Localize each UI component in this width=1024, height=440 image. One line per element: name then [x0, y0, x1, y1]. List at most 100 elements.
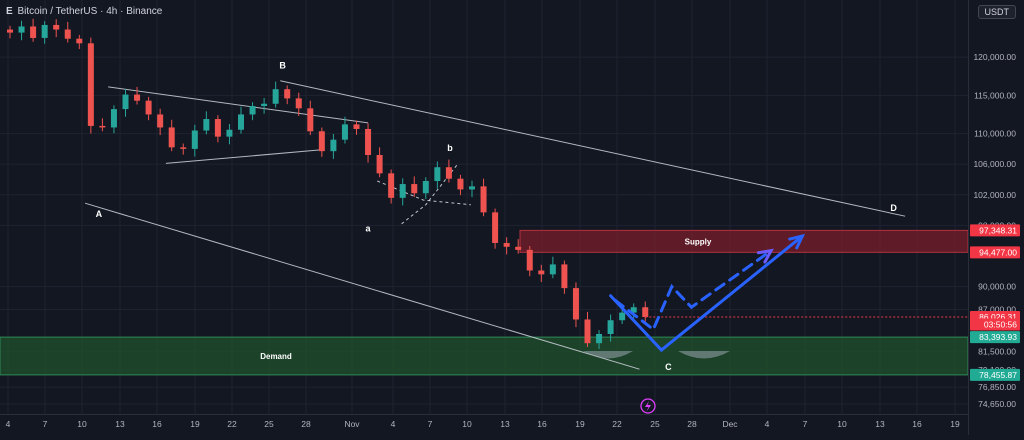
- candle: [41, 24, 48, 38]
- projection-arrowhead: [788, 233, 806, 250]
- header-mark: E: [6, 6, 13, 17]
- candle: [249, 106, 256, 115]
- projection-arrowhead-dashed: [756, 248, 774, 264]
- price-tag: [970, 368, 1020, 381]
- candle: [561, 264, 568, 289]
- price-axis-divider: [968, 0, 969, 435]
- time-axis-tick-label: 10: [77, 419, 87, 429]
- candle: [434, 167, 441, 182]
- time-axis-tick-label: 25: [264, 419, 274, 429]
- candle: [515, 246, 522, 250]
- time-axis-tick-label: 22: [227, 419, 237, 429]
- time-axis-tick-label: 4: [391, 419, 396, 429]
- candle: [492, 212, 499, 243]
- candle: [572, 288, 579, 320]
- price-tag-label: 97,348.31: [979, 225, 1017, 235]
- candle: [642, 307, 649, 317]
- candle: [607, 320, 614, 335]
- trendline[interactable]: [377, 180, 471, 206]
- candle: [64, 29, 71, 39]
- candle: [261, 103, 268, 107]
- time-axis-tick-label: Nov: [344, 419, 360, 429]
- candle: [584, 319, 591, 344]
- time-axis-tick-label: 19: [950, 419, 960, 429]
- time-axis-tick-label: 28: [687, 419, 697, 429]
- projection-path-dashed[interactable]: [613, 249, 773, 332]
- lightning-icon-glyph: [645, 401, 651, 412]
- candle: [134, 94, 141, 101]
- currency-button[interactable]: USDT: [977, 5, 1016, 19]
- candle: [376, 154, 383, 174]
- candle: [180, 147, 187, 149]
- candle: [203, 119, 210, 131]
- time-axis-tick-label: 10: [837, 419, 847, 429]
- wave-label-B: B: [279, 61, 286, 71]
- projection-path[interactable]: [609, 234, 804, 353]
- trendline[interactable]: [280, 80, 906, 217]
- price-tag-label: 78,455.87: [979, 370, 1017, 380]
- price-axis-tick-label: 106,000.00: [973, 159, 1016, 169]
- price-tag-label: 94,477.00: [979, 247, 1017, 257]
- candle: [168, 127, 175, 148]
- time-axis-tick-label: 16: [912, 419, 922, 429]
- price-axis-tick-label: 81,500.00: [978, 347, 1016, 357]
- wave-label-b: b: [447, 143, 453, 153]
- price-tag-label: 86,026.31: [979, 312, 1017, 322]
- time-axis-tick-label: 7: [43, 419, 48, 429]
- lightning-icon[interactable]: [640, 398, 656, 414]
- time-axis-tick-label: 16: [152, 419, 162, 429]
- candle: [307, 108, 314, 132]
- demand-bowl-marker: [583, 351, 633, 359]
- candle: [353, 124, 360, 129]
- symbol-header: E Bitcoin / TetherUS · 4h · Binance: [6, 6, 162, 17]
- candle: [30, 26, 37, 38]
- candle: [330, 139, 337, 152]
- candle: [341, 124, 348, 140]
- supply-zone[interactable]: [519, 229, 969, 253]
- time-axis-tick-label: 13: [500, 419, 510, 429]
- candle: [549, 264, 556, 275]
- time-axis-tick-label: 25: [650, 419, 660, 429]
- candle: [122, 94, 129, 110]
- price-axis-tick-label: 120,000.00: [973, 52, 1016, 62]
- candle: [619, 312, 626, 321]
- time-axis-tick-label: 7: [428, 419, 433, 429]
- candle: [284, 89, 291, 99]
- wave-label-D: D: [890, 203, 897, 213]
- price-tag: [970, 224, 1020, 237]
- price-tag-label: 83,393.93: [979, 332, 1017, 342]
- price-axis-tick-label: 90,000.00: [978, 282, 1016, 292]
- wave-label-C: C: [665, 362, 672, 372]
- candle: [99, 125, 106, 128]
- candle: [191, 130, 198, 149]
- candle: [526, 249, 533, 271]
- price-tag: [970, 331, 1020, 344]
- price-axis-tick-label: 74,650.00: [978, 399, 1016, 409]
- time-axis-tick-label: 4: [765, 419, 770, 429]
- candle: [538, 270, 545, 275]
- candle: [53, 24, 60, 30]
- candle: [422, 181, 429, 194]
- trendline[interactable]: [84, 202, 640, 370]
- candle: [214, 119, 221, 137]
- candle: [238, 114, 244, 130]
- candle: [318, 131, 325, 152]
- candle: [596, 334, 603, 344]
- price-axis-tick-label: 76,850.00: [978, 382, 1016, 392]
- candle: [445, 167, 452, 179]
- candle: [76, 38, 83, 44]
- time-axis-tick-label: 22: [612, 419, 622, 429]
- candle: [411, 184, 418, 194]
- candle: [503, 242, 510, 247]
- price-tag: [970, 318, 1020, 331]
- time-axis-tick-label: 13: [115, 419, 125, 429]
- time-axis-tick-label: 7: [803, 419, 808, 429]
- trendline[interactable]: [108, 86, 369, 124]
- candle: [365, 128, 372, 155]
- demand-zone[interactable]: [0, 336, 969, 376]
- time-axis-divider: [0, 414, 968, 415]
- trendline[interactable]: [165, 149, 324, 164]
- trendline[interactable]: [401, 164, 458, 225]
